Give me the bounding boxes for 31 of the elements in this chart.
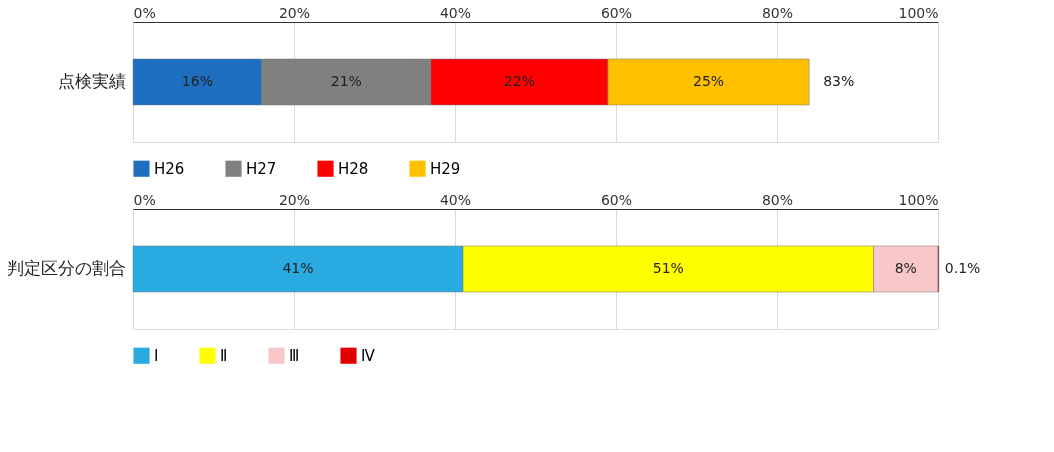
y-tick-label: 判定区分の割合 <box>6 258 126 278</box>
data-label: 25% <box>693 73 725 89</box>
legend-label: H28 <box>338 159 369 178</box>
data-label: 41% <box>282 260 314 276</box>
legend-label: Ⅱ <box>220 346 228 365</box>
legend-label: Ⅳ <box>361 346 375 365</box>
data-label: 22% <box>503 73 535 89</box>
x-tick-label: 60% <box>600 191 633 208</box>
legend-label: H29 <box>430 159 461 178</box>
x-tick-label: 100% <box>898 191 939 208</box>
x-tick-label: 0% <box>133 191 156 208</box>
x-tick-label: 0% <box>133 4 156 21</box>
total-label: 83% <box>823 73 855 89</box>
data-label: 0.1% <box>944 260 981 276</box>
x-tick-label: 20% <box>278 191 311 208</box>
x-tick-label: 80% <box>761 191 794 208</box>
legend-label: H26 <box>154 159 185 178</box>
y-tick-label: 点検実績 <box>57 71 126 91</box>
data-label: 8% <box>894 260 917 276</box>
legend-label: H27 <box>246 159 277 178</box>
x-tick-label: 80% <box>761 4 794 21</box>
x-tick-label: 20% <box>278 4 311 21</box>
data-label: 21% <box>330 73 362 89</box>
data-label: 51% <box>652 260 684 276</box>
legend-label: Ⅲ <box>289 346 300 365</box>
x-tick-label: 40% <box>439 4 472 21</box>
x-tick-label: 40% <box>439 191 472 208</box>
legend-label: Ⅰ <box>154 346 159 365</box>
data-label: 16% <box>181 73 213 89</box>
x-tick-label: 100% <box>898 4 939 21</box>
x-tick-label: 60% <box>600 4 633 21</box>
